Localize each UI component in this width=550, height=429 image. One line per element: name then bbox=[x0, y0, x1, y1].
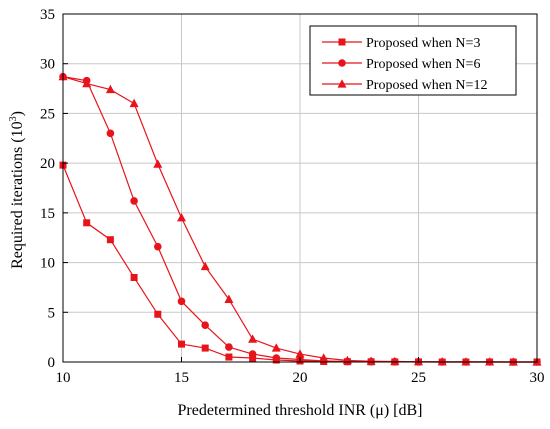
y-tick-label: 35 bbox=[40, 7, 55, 23]
data-point bbox=[248, 350, 257, 358]
x-tick-label: 25 bbox=[411, 370, 426, 386]
data-point bbox=[129, 98, 139, 108]
legend: Proposed when N=3 Proposed when N=6 Propos… bbox=[309, 25, 517, 96]
x-axis-label: Predetermined threshold INR (μ) [dB] bbox=[178, 402, 423, 419]
data-point bbox=[390, 356, 400, 366]
x-tick-label: 10 bbox=[56, 370, 71, 386]
data-point bbox=[461, 357, 471, 366]
data-point bbox=[154, 310, 162, 318]
data-point bbox=[271, 343, 281, 352]
data-point bbox=[178, 340, 185, 348]
data-point bbox=[201, 321, 209, 330]
legend-label: Proposed when N=6 bbox=[366, 57, 480, 72]
data-point bbox=[83, 219, 91, 227]
legend-marker bbox=[338, 38, 346, 46]
legend-label: Proposed when N=3 bbox=[366, 36, 480, 51]
data-point bbox=[82, 78, 92, 88]
y-tick-label: 0 bbox=[48, 355, 56, 371]
data-point bbox=[485, 357, 495, 366]
y-tick-label: 10 bbox=[40, 256, 55, 272]
y-axis-label-superscript: 3 bbox=[8, 116, 19, 121]
x-tick-label: 30 bbox=[530, 370, 545, 386]
data-point bbox=[249, 354, 257, 362]
y-tick-label: 5 bbox=[48, 305, 56, 321]
data-point bbox=[177, 213, 186, 222]
data-point bbox=[248, 334, 258, 343]
data-point bbox=[319, 353, 329, 362]
y-tick-label: 25 bbox=[40, 106, 55, 122]
data-point bbox=[200, 261, 210, 271]
y-tick-label: 20 bbox=[40, 156, 55, 172]
y-axis-label-close: ) bbox=[9, 111, 26, 116]
y-axis-label-main: Required iterations (10 bbox=[9, 121, 26, 269]
y-tick-label: 15 bbox=[40, 206, 55, 222]
data-point bbox=[106, 236, 114, 244]
data-point bbox=[201, 344, 209, 352]
axis-ticks: 10 15 20 25 30 0 5 10 15 20 25 30 35 bbox=[40, 7, 545, 386]
legend-entry: Proposed when N=6 bbox=[322, 57, 480, 72]
x-tick-label: 20 bbox=[293, 370, 308, 386]
data-point bbox=[154, 242, 162, 251]
data-point bbox=[295, 349, 305, 358]
legend-entry: Proposed when N=12 bbox=[322, 78, 487, 93]
x-tick-label: 15 bbox=[174, 370, 189, 386]
y-axis-label: Required iterations (103) bbox=[8, 111, 26, 269]
data-point bbox=[437, 357, 447, 366]
legend-entry: Proposed when N=3 bbox=[322, 36, 480, 51]
data-point bbox=[224, 294, 234, 303]
legend-marker bbox=[338, 59, 346, 67]
data-point bbox=[272, 354, 281, 362]
data-point bbox=[130, 273, 138, 281]
data-point bbox=[366, 356, 376, 365]
data-point bbox=[105, 84, 115, 94]
data-point bbox=[106, 129, 115, 138]
data-point bbox=[225, 343, 233, 351]
data-point bbox=[225, 353, 233, 361]
data-point bbox=[508, 357, 518, 366]
legend-label: Proposed when N=12 bbox=[366, 78, 487, 93]
data-point bbox=[153, 159, 163, 168]
data-point bbox=[130, 197, 138, 205]
legend-marker bbox=[337, 79, 347, 88]
y-tick-label: 30 bbox=[40, 57, 55, 73]
data-point bbox=[177, 297, 186, 306]
